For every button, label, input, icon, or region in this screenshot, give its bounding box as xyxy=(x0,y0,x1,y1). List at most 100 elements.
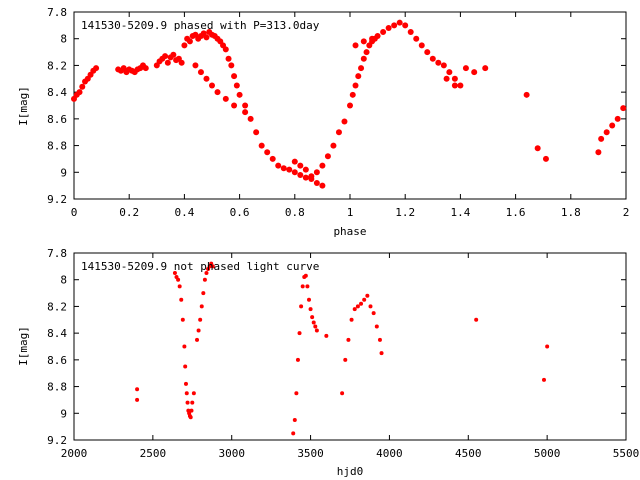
data-point xyxy=(183,381,188,386)
phased-plot: 0 0.2 0.4 0.6 0.8 1 1.2 1.4 1.6 1.8 2 7.8 8 8.2 8.4 8.6… xyxy=(17,6,629,238)
x-tick-label: 2000 xyxy=(61,447,88,460)
x-tick-label: 4500 xyxy=(455,447,482,460)
data-point xyxy=(541,377,546,382)
unphased-plot-ticks: 2000 2500 3000 3500 4000 4500 5000 5500 7.8 8 8.2 8… xyxy=(47,247,639,460)
x-tick-label: 3500 xyxy=(297,447,324,460)
data-point xyxy=(396,19,403,26)
data-point xyxy=(324,153,331,160)
y-tick-label: 8.2 xyxy=(47,300,67,313)
phased-plot-ylabel: I[mag] xyxy=(17,86,30,126)
data-point xyxy=(299,304,304,309)
data-point xyxy=(462,65,469,72)
data-point xyxy=(595,149,602,156)
data-point xyxy=(313,179,320,186)
data-point xyxy=(335,129,342,136)
data-point xyxy=(374,33,381,40)
data-point xyxy=(407,29,414,36)
data-point xyxy=(179,297,184,302)
data-point xyxy=(352,42,359,49)
x-tick-label: 0.8 xyxy=(285,206,305,219)
data-point xyxy=(305,284,310,289)
data-point xyxy=(186,38,193,45)
unphased-plot-ylabel: I[mag] xyxy=(17,326,30,366)
x-tick-label: 5000 xyxy=(534,447,561,460)
data-point xyxy=(228,62,235,69)
data-point xyxy=(209,82,215,89)
y-tick-label: 7.8 xyxy=(47,247,67,260)
unphased-plot-points xyxy=(135,261,550,436)
data-point xyxy=(302,166,309,173)
x-tick-label: 1.8 xyxy=(561,206,581,219)
data-point xyxy=(264,149,271,156)
data-point xyxy=(295,357,300,362)
y-tick-label: 9 xyxy=(60,407,67,420)
data-point xyxy=(358,65,365,72)
y-tick-label: 8.4 xyxy=(47,327,67,340)
data-point xyxy=(374,324,379,329)
data-point xyxy=(183,364,188,369)
data-point xyxy=(302,174,309,181)
data-point xyxy=(202,277,207,282)
y-tick-label: 8.6 xyxy=(47,113,67,126)
data-point xyxy=(242,102,249,109)
x-tick-label: 2 xyxy=(623,206,630,219)
data-point xyxy=(349,91,356,98)
data-point xyxy=(297,162,304,169)
x-tick-label: 0.4 xyxy=(174,206,194,219)
x-tick-label: 1.6 xyxy=(506,206,526,219)
data-point xyxy=(443,75,450,82)
data-point xyxy=(76,89,83,96)
data-point xyxy=(210,264,215,269)
data-point xyxy=(347,102,353,109)
data-point xyxy=(402,22,409,29)
data-point xyxy=(198,317,203,322)
data-point xyxy=(189,408,194,413)
data-point xyxy=(247,115,254,122)
data-point xyxy=(310,315,315,320)
data-point xyxy=(313,169,320,176)
x-tick-label: 0.2 xyxy=(119,206,139,219)
y-tick-label: 7.8 xyxy=(47,6,67,19)
data-point xyxy=(203,34,210,41)
x-tick-label: 0 xyxy=(71,206,78,219)
unphased-plot-xlabel: hjd0 xyxy=(337,465,364,478)
data-point xyxy=(451,82,458,89)
unphased-plot-title: 141530-5209.9 not phased light curve xyxy=(81,260,319,273)
data-point xyxy=(377,337,382,342)
y-tick-label: 9.2 xyxy=(47,193,67,206)
data-point xyxy=(292,417,297,422)
data-point xyxy=(614,115,621,122)
data-point xyxy=(349,317,354,322)
x-tick-label: 1 xyxy=(347,206,354,219)
data-point xyxy=(446,69,453,76)
data-point xyxy=(482,65,489,72)
y-tick-label: 9 xyxy=(60,166,67,179)
data-point xyxy=(418,42,425,49)
data-point xyxy=(203,75,210,82)
data-point xyxy=(135,397,140,402)
data-point xyxy=(188,415,193,420)
data-point xyxy=(598,135,605,142)
phased-plot-title: 141530-5209.9 phased with P=313.0day xyxy=(81,19,320,32)
data-point xyxy=(391,22,398,29)
data-point xyxy=(225,55,232,62)
data-point xyxy=(306,297,311,302)
data-point xyxy=(170,51,177,58)
data-point xyxy=(365,293,370,298)
data-point xyxy=(233,82,240,89)
data-point xyxy=(180,317,185,322)
data-point xyxy=(545,344,550,349)
data-point xyxy=(360,55,367,62)
data-point xyxy=(369,35,376,42)
data-point xyxy=(222,95,229,102)
data-point xyxy=(222,46,229,53)
y-tick-label: 8.2 xyxy=(47,59,67,72)
data-point xyxy=(196,328,201,333)
data-point xyxy=(291,169,298,176)
data-point xyxy=(275,162,282,169)
data-point xyxy=(197,69,204,76)
data-point xyxy=(195,337,200,342)
data-point xyxy=(355,304,360,309)
data-point xyxy=(204,271,209,276)
